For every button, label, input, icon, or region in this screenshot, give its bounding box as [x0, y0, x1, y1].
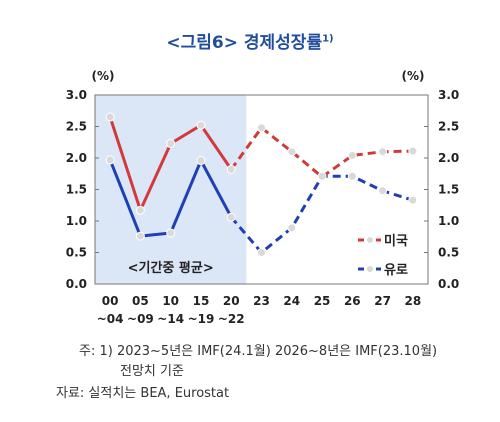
data-point-us	[347, 150, 357, 160]
data-point-euro	[408, 195, 418, 205]
data-point-euro	[166, 228, 176, 238]
x-tick-label: 27	[374, 294, 391, 308]
data-point-euro	[378, 186, 388, 196]
shaded-region-label: <기간중 평균>	[128, 260, 214, 276]
y-tick-label-right: 2.5	[438, 120, 459, 134]
source-note: 자료: 실적치는 BEA, Eurostat	[56, 386, 230, 401]
data-point-us	[135, 205, 145, 215]
x-tick-label: 24	[283, 294, 300, 308]
data-point-euro	[347, 171, 357, 181]
y-tick-label-left: 0.0	[66, 277, 87, 291]
y-tick-label-left: 1.5	[66, 183, 87, 197]
data-point-us	[226, 164, 236, 174]
legend-label-us: 미국	[384, 233, 408, 249]
x-tick-sublabel: ~14	[157, 312, 184, 326]
chart-title-text: <그림6> 경제성장률	[166, 33, 323, 53]
x-tick-sublabel: ~19	[188, 312, 215, 326]
y-tick-label-right: 0.5	[438, 246, 459, 260]
x-tick-label: 00	[102, 294, 119, 308]
data-point-us	[105, 112, 115, 122]
data-point-us	[257, 123, 266, 133]
y-tick-label-right: 1.5	[438, 183, 459, 197]
data-point-us	[378, 147, 388, 157]
legend-marker-us	[366, 236, 374, 244]
y-unit-left: (%)	[92, 69, 115, 83]
y-tick-label-right: 0.0	[438, 277, 459, 291]
data-point-euro	[287, 223, 297, 233]
x-tick-label: 10	[162, 294, 179, 308]
footnote-line1: 주: 1) 2023~5년은 IMF(24.1월) 2026~8년은 IMF(2…	[79, 344, 438, 359]
data-point-us	[408, 146, 418, 156]
shaded-region	[95, 95, 247, 284]
x-tick-label: 28	[405, 294, 422, 308]
y-tick-label-right: 2.0	[438, 151, 459, 165]
x-tick-label: 25	[314, 294, 331, 308]
y-tick-label-left: 0.5	[66, 246, 87, 260]
y-tick-label-left: 2.0	[66, 151, 87, 165]
legend-label-euro: 유로	[384, 263, 408, 278]
data-point-us	[166, 139, 176, 149]
y-tick-label-left: 3.0	[66, 88, 87, 102]
data-point-euro	[257, 248, 266, 257]
x-tick-label: 20	[223, 294, 240, 308]
x-tick-sublabel: ~09	[127, 312, 154, 326]
x-tick-label: 23	[253, 294, 270, 308]
data-point-euro	[317, 171, 327, 181]
y-tick-label-right: 1.0	[438, 214, 459, 228]
x-tick-label: 15	[193, 294, 210, 308]
data-point-us	[287, 147, 297, 157]
chart-title-footnote-mark: 1)	[322, 33, 334, 45]
y-tick-label-right: 3.0	[438, 88, 459, 102]
legend-marker-euro	[366, 265, 374, 273]
data-point-euro	[226, 212, 236, 222]
data-point-us	[196, 120, 206, 130]
y-tick-label-left: 1.0	[66, 214, 87, 228]
data-point-euro	[105, 155, 115, 165]
x-tick-sublabel: ~04	[97, 312, 124, 326]
y-unit-right: (%)	[402, 69, 425, 83]
data-point-euro	[196, 156, 206, 166]
y-tick-label-left: 2.5	[66, 120, 87, 134]
x-tick-label: 05	[132, 294, 149, 308]
footnote-line2: 전망치 기준	[120, 364, 184, 379]
data-point-euro	[135, 231, 145, 241]
x-tick-label: 26	[344, 294, 361, 308]
x-tick-sublabel: ~22	[218, 312, 245, 326]
chart-title: <그림6> 경제성장률1)	[0, 28, 500, 53]
